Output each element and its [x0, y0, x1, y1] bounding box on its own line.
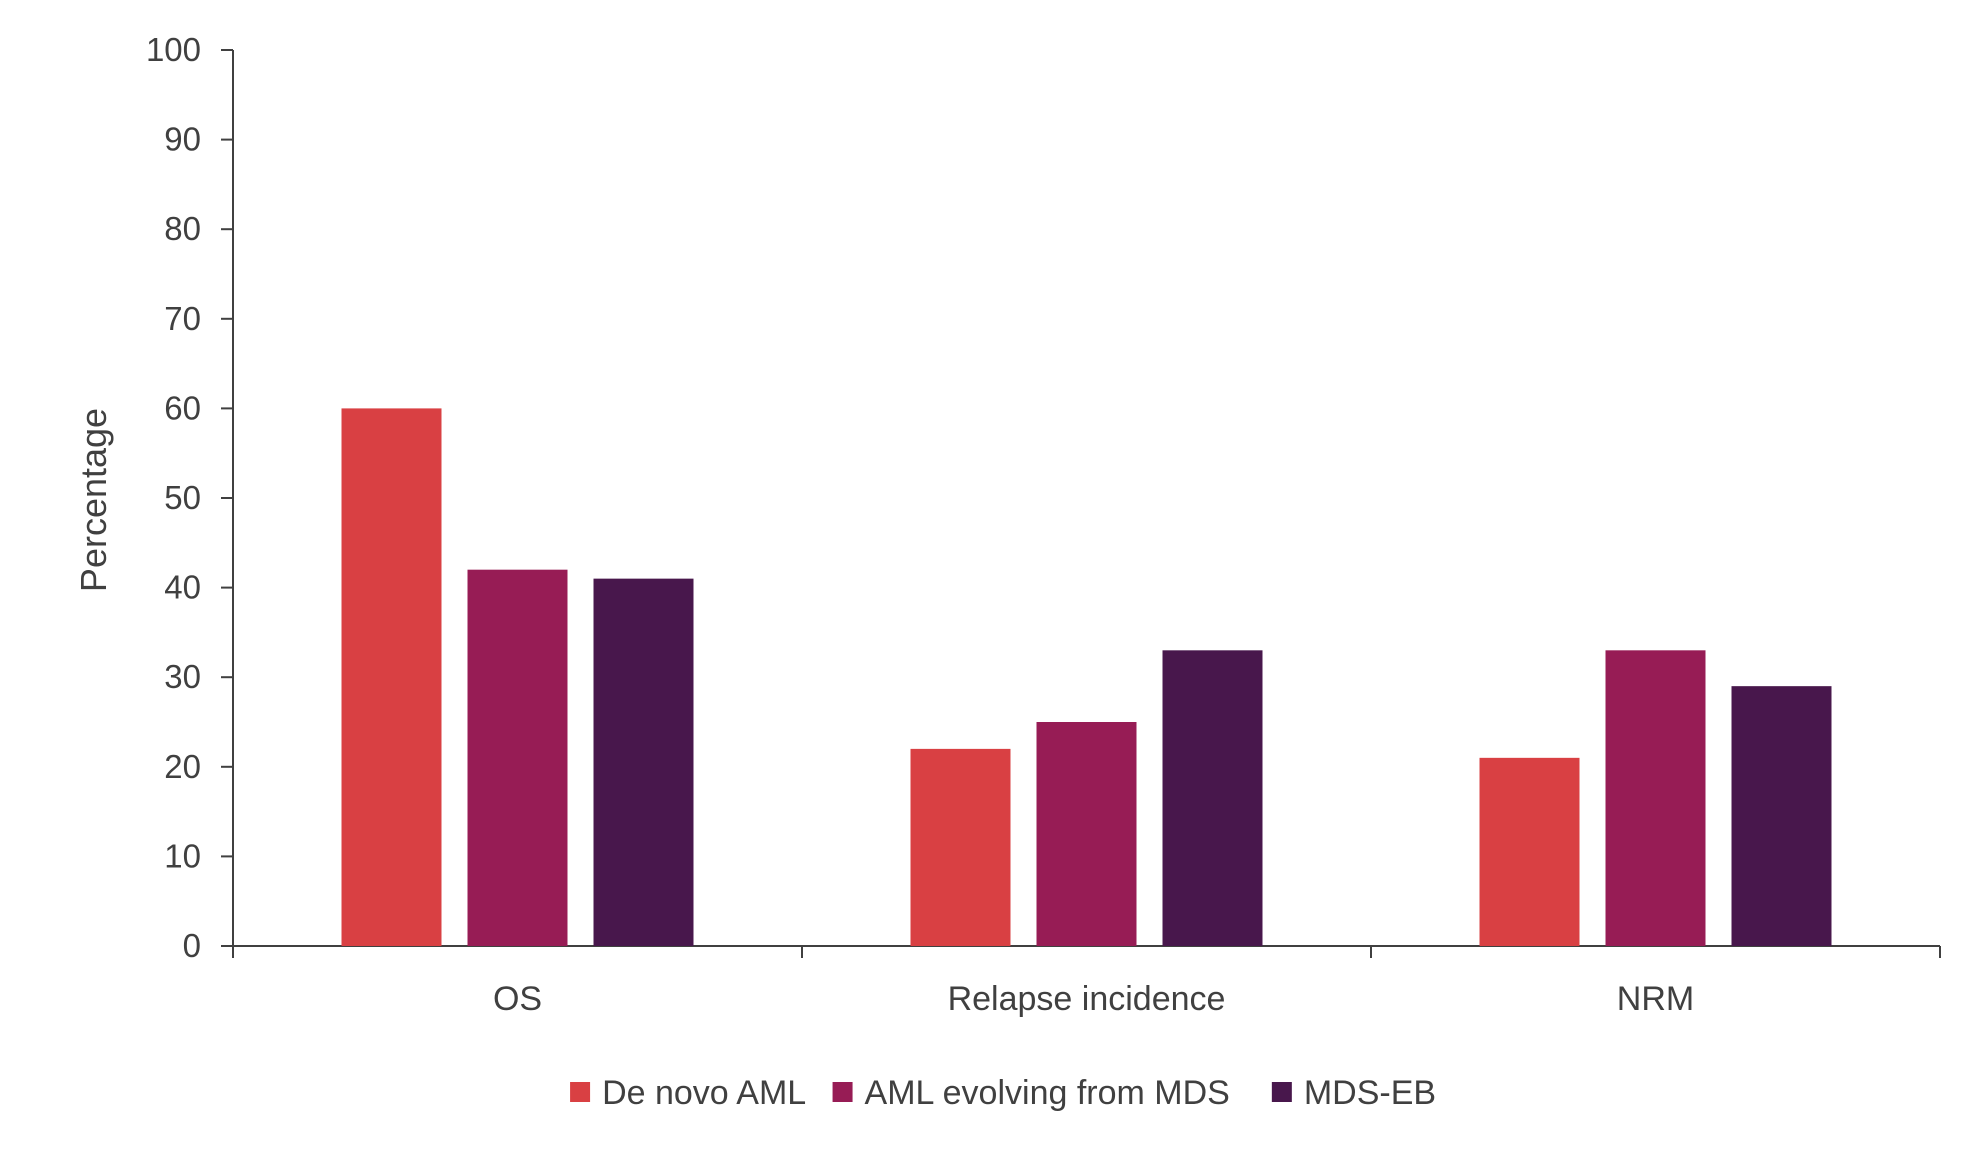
legend-item: AML evolving from MDS — [832, 1074, 1230, 1112]
bar — [467, 569, 568, 946]
legend-item: MDS-EB — [1271, 1074, 1436, 1112]
legend-item: De novo AML — [570, 1074, 806, 1112]
legend: De novo AML AML evolving from MDS MDS-EB — [570, 1074, 1436, 1112]
bar — [1036, 722, 1137, 946]
y-tick-label: 0 — [183, 927, 201, 964]
legend-label: AML evolving from MDS — [865, 1074, 1230, 1112]
bar — [1605, 650, 1706, 946]
y-tick-label: 10 — [164, 837, 201, 874]
y-tick-label: 100 — [146, 31, 201, 68]
bars — [341, 408, 1832, 946]
y-tick-label: 60 — [164, 389, 201, 426]
legend-label: MDS-EB — [1304, 1074, 1436, 1112]
x-category-label: NRM — [1617, 980, 1694, 1018]
bar — [1731, 686, 1832, 946]
y-axis: 0 10 20 30 40 50 60 70 80 90 100 — [146, 31, 234, 964]
bar — [341, 408, 442, 946]
x-category-label: Relapse incidence — [948, 980, 1226, 1018]
bar — [1162, 650, 1263, 946]
legend-label: De novo AML — [602, 1074, 806, 1112]
y-tick-label: 20 — [164, 748, 201, 785]
legend-swatch — [570, 1082, 591, 1102]
bar — [910, 748, 1011, 946]
y-tick-label: 90 — [164, 121, 201, 158]
y-tick-label: 30 — [164, 658, 201, 695]
y-tick-label: 70 — [164, 300, 201, 337]
x-axis: OS Relapse incidence NRM — [232, 945, 1941, 1018]
y-tick-label: 40 — [164, 569, 201, 606]
bar — [1479, 757, 1580, 946]
y-tick-label: 50 — [164, 479, 201, 516]
bar — [593, 578, 694, 946]
y-tick-label: 80 — [164, 210, 201, 247]
legend-swatch — [832, 1082, 853, 1102]
y-axis-title: Percentage — [73, 408, 114, 592]
legend-swatch — [1271, 1082, 1292, 1102]
x-category-label: OS — [493, 980, 542, 1018]
